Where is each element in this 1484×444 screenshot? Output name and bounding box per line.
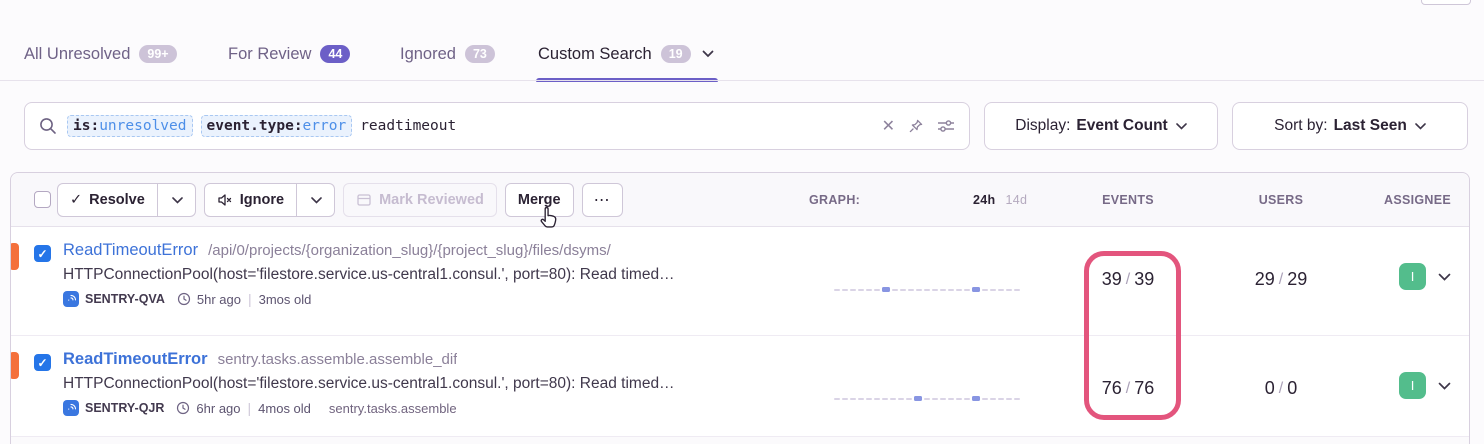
sort-dropdown[interactable]: Sort by: Last Seen <box>1232 102 1468 150</box>
issue-stream-tabs: All Unresolved 99+ For Review 44 Ignored… <box>0 28 1484 82</box>
display-dropdown[interactable]: Display: Event Count <box>984 102 1218 150</box>
mute-icon <box>217 192 233 208</box>
tab-all-unresolved[interactable]: All Unresolved 99+ <box>24 28 177 80</box>
tab-label: Ignored <box>400 44 456 63</box>
clock-icon <box>176 401 190 415</box>
tab-custom-search[interactable]: Custom Search 19 <box>536 28 718 82</box>
tab-count-badge: 19 <box>660 44 691 64</box>
resolve-button[interactable]: ✓ Resolve <box>57 183 158 217</box>
chevron-down-icon[interactable] <box>1438 382 1451 390</box>
search-icon <box>39 117 57 135</box>
resolve-button-group: ✓ Resolve <box>57 183 196 217</box>
next-row-fragment <box>11 437 1469 444</box>
search-free-text[interactable]: readtimeout <box>360 118 457 134</box>
events-count-cell: 39/39 <box>1101 269 1155 289</box>
sentry-project-icon <box>63 400 79 416</box>
graph-period-14d[interactable]: 14d <box>1005 193 1028 207</box>
check-icon: ✓ <box>37 355 48 370</box>
issue-age: 5hr ago <box>196 291 241 307</box>
more-actions-button[interactable]: ⋯ <box>581 183 623 217</box>
tab-count-badge: 44 <box>320 44 351 64</box>
tabs-divider <box>0 80 1484 81</box>
tab-ignored[interactable]: Ignored 73 <box>400 28 495 80</box>
issue-list-panel: ✓ Resolve Ignore <box>10 172 1470 444</box>
search-settings-icon[interactable] <box>937 119 955 133</box>
issue-title-link[interactable]: ReadTimeoutError <box>63 350 208 368</box>
tab-label: For Review <box>228 44 312 63</box>
tab-label: Custom Search <box>538 44 652 63</box>
search-token-event-type[interactable]: event.type:error <box>200 115 353 137</box>
assignee-cell: I <box>1341 372 1451 399</box>
chevron-down-icon <box>1415 122 1426 130</box>
search-query[interactable]: is:unresolved event.type:error readtimeo… <box>67 115 882 137</box>
issue-first-seen: 4mos old <box>258 400 311 416</box>
error-level-bar <box>11 243 19 270</box>
column-header-events: EVENTS <box>1102 193 1154 207</box>
error-level-bar <box>11 352 19 379</box>
issue-first-seen: 3mos old <box>258 291 312 307</box>
issue-message: HTTPConnectionPool(host='filestore.servi… <box>63 375 675 392</box>
chevron-down-icon <box>311 196 322 204</box>
tab-label: All Unresolved <box>24 44 131 63</box>
tab-for-review[interactable]: For Review 44 <box>228 28 351 80</box>
merge-button[interactable]: Merge <box>504 183 574 217</box>
issue-list-toolbar: ✓ Resolve Ignore <box>11 173 1469 227</box>
ignore-dropdown-button[interactable] <box>297 183 336 217</box>
issue-short-id: SENTRY-QJR <box>85 401 165 415</box>
column-header-users: USERS <box>1258 193 1304 207</box>
event-sparkline <box>834 396 1030 401</box>
users-count-cell: 29/29 <box>1254 269 1308 289</box>
select-all-checkbox[interactable] <box>34 191 51 208</box>
check-icon: ✓ <box>37 246 48 261</box>
tab-count-badge: 99+ <box>139 44 177 64</box>
resolve-dropdown-button[interactable] <box>157 183 196 217</box>
issue-age: 6hr ago <box>196 400 241 416</box>
issue-title-link[interactable]: ReadTimeoutError <box>63 241 199 259</box>
cropped-element-fragment <box>1421 0 1471 5</box>
sentry-project-icon <box>63 291 79 307</box>
row-checkbox[interactable]: ✓ <box>34 245 51 262</box>
issue-row[interactable]: ✓ ReadTimeoutError sentry.tasks.assemble… <box>11 336 1469 437</box>
issue-culprit: sentry.tasks.assemble.assemble_dif <box>217 351 458 368</box>
column-header-graph: GRAPH: <box>809 193 861 207</box>
meta-divider: | <box>247 400 252 416</box>
issue-message: HTTPConnectionPool(host='filestore.servi… <box>63 266 675 283</box>
issue-short-id: SENTRY-QVA <box>85 292 165 306</box>
issue-culprit: /api/0/projects/{organization_slug}/{pro… <box>208 242 611 259</box>
event-sparkline <box>834 287 1030 292</box>
pin-search-icon[interactable] <box>908 118 924 134</box>
issue-annotation: sentry.tasks.assemble <box>328 400 457 416</box>
ignore-button[interactable]: Ignore <box>203 183 298 217</box>
chevron-down-icon[interactable] <box>1438 273 1451 281</box>
check-icon: ✓ <box>70 192 83 208</box>
issue-row[interactable]: ✓ ReadTimeoutError /api/0/projects/{orga… <box>11 227 1469 336</box>
issue-search-bar[interactable]: is:unresolved event.type:error readtimeo… <box>24 102 970 150</box>
tab-count-badge: 73 <box>464 44 495 64</box>
search-token-status[interactable]: is:unresolved <box>67 115 193 137</box>
meta-divider: | <box>247 291 252 307</box>
assignee-cell: I <box>1341 263 1451 290</box>
assignee-avatar[interactable]: I <box>1399 263 1426 290</box>
review-icon <box>356 192 372 208</box>
mark-reviewed-button: Mark Reviewed <box>343 183 497 217</box>
row-checkbox[interactable]: ✓ <box>34 354 51 371</box>
ignore-button-group: Ignore <box>203 183 336 217</box>
chevron-down-icon[interactable] <box>702 50 714 58</box>
clear-search-icon[interactable]: ✕ <box>881 118 895 135</box>
column-header-assignee: ASSIGNEE <box>1384 193 1451 207</box>
chevron-down-icon <box>171 196 183 204</box>
assignee-avatar[interactable]: I <box>1399 372 1426 399</box>
events-count-cell: 76/76 <box>1101 378 1155 398</box>
users-count-cell: 0/0 <box>1264 378 1298 398</box>
clock-icon <box>177 292 191 306</box>
graph-period-24h[interactable]: 24h 14d <box>973 193 1028 207</box>
chevron-down-icon <box>1175 122 1187 130</box>
